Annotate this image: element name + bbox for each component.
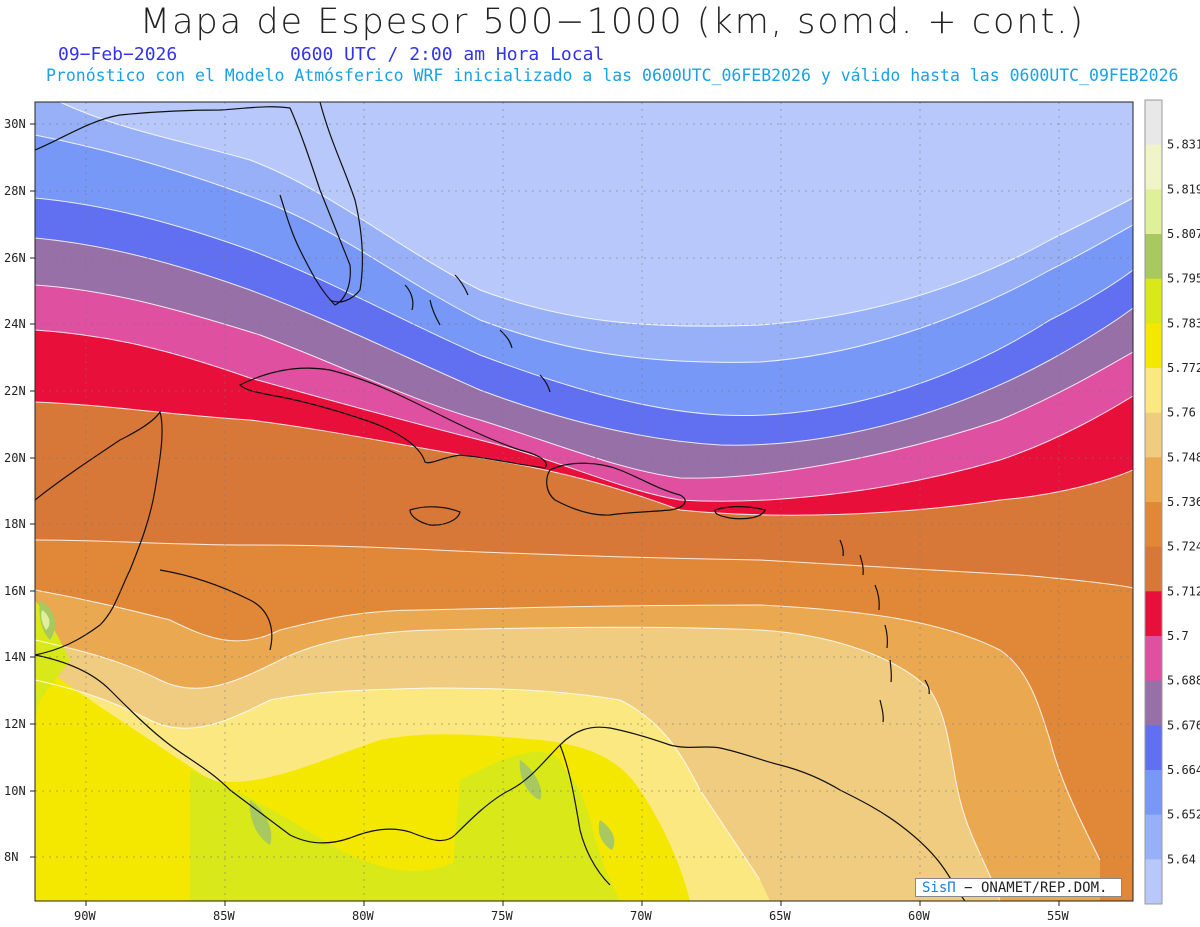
colorbar-level-label: 5.7 xyxy=(1167,629,1189,643)
colorbar-level-label: 5.772 xyxy=(1167,361,1200,375)
colorbar-swatch xyxy=(1145,278,1162,324)
lon-label: 80W xyxy=(352,909,374,923)
longitude-labels: 90W 85W 80W 75W 70W 65W 60W 55W xyxy=(74,909,1069,923)
colorbar-swatch xyxy=(1145,412,1162,458)
lon-label: 90W xyxy=(74,909,96,923)
colorbar-level-label: 5.688 xyxy=(1167,674,1200,688)
map-title: Mapa de Espesor 500−1000 (km, somd. + co… xyxy=(139,2,1086,42)
colorbar-level-label: 5.736 xyxy=(1167,495,1200,509)
colorbar-level-label: 5.795 xyxy=(1167,272,1200,286)
valid-date: 09−Feb−2026 xyxy=(58,44,178,65)
colorbar-level-label: 5.76 xyxy=(1167,406,1196,420)
lat-label: 16N xyxy=(4,584,26,598)
lon-label: 70W xyxy=(630,909,652,923)
colorbar-swatch xyxy=(1145,770,1162,816)
credit-box: SisΠ − ONAMET/REP.DOM. xyxy=(915,878,1122,897)
colorbar-level-label: 5.64 xyxy=(1167,852,1196,866)
lat-label: 22N xyxy=(4,384,26,398)
colorbar: 5.831 5.819 5.807 5.795 5.783 5.772 5.76 5.748 5… xyxy=(1144,99,1200,905)
colorbar-level-label: 5.664 xyxy=(1167,763,1200,777)
coastlines xyxy=(35,102,966,901)
lon-label: 60W xyxy=(908,909,930,923)
colorbar-swatch xyxy=(1145,189,1162,235)
colorbar-swatch xyxy=(1145,859,1162,905)
lat-label: 28N xyxy=(4,184,26,198)
colorbar-level-label: 5.748 xyxy=(1167,450,1200,464)
colorbar-level-label: 5.676 xyxy=(1167,718,1200,732)
lon-label: 65W xyxy=(769,909,791,923)
sispi-logo-text: SisΠ xyxy=(922,880,956,896)
lat-label: 8N xyxy=(4,850,18,864)
colorbar-swatch xyxy=(1145,502,1162,548)
colorbar-swatch xyxy=(1145,368,1162,414)
lat-label: 18N xyxy=(4,517,26,531)
colorbar-swatch xyxy=(1145,591,1162,637)
latitude-labels: 30N 28N 26N 24N 22N 20N 18N 16N 14N 12N … xyxy=(4,117,26,864)
colorbar-swatch xyxy=(1145,323,1162,369)
forecast-description: Pronóstico con el Modelo Atmósferico WRF… xyxy=(46,66,1179,85)
lat-label: 20N xyxy=(4,451,26,465)
colorbar-swatch xyxy=(1145,234,1162,280)
credit-text: − ONAMET/REP.DOM. xyxy=(955,880,1108,896)
lat-label: 24N xyxy=(4,317,26,331)
colorbar-swatch xyxy=(1145,680,1162,726)
colorbar-swatch xyxy=(1145,636,1162,682)
lat-label: 10N xyxy=(4,784,26,798)
lon-label: 85W xyxy=(213,909,235,923)
colorbar-level-label: 5.783 xyxy=(1167,316,1200,330)
colorbar-swatch xyxy=(1145,814,1162,860)
colorbar-level-label: 5.831 xyxy=(1167,138,1200,152)
colorbar-level-label: 5.819 xyxy=(1167,182,1200,196)
colorbar-level-label: 5.807 xyxy=(1167,227,1200,241)
lon-label: 75W xyxy=(491,909,513,923)
colorbar-level-label: 5.712 xyxy=(1167,584,1200,598)
colorbar-swatch xyxy=(1145,725,1162,771)
thickness-field xyxy=(35,102,1133,901)
lat-label: 26N xyxy=(4,251,26,265)
lon-label: 55W xyxy=(1047,909,1069,923)
lat-label: 12N xyxy=(4,717,26,731)
lat-label: 30N xyxy=(4,117,26,131)
colorbar-swatch xyxy=(1145,457,1162,503)
colorbar-swatch xyxy=(1145,144,1162,190)
colorbar-border xyxy=(1144,99,1163,905)
colorbar-level-label: 5.724 xyxy=(1167,540,1200,554)
lat-label: 14N xyxy=(4,650,26,664)
graticule xyxy=(35,102,1133,901)
colorbar-swatch xyxy=(1145,546,1162,592)
colorbar-level-label: 5.652 xyxy=(1167,808,1200,822)
valid-time: 0600 UTC / 2:00 am Hora Local xyxy=(290,44,605,65)
colorbar-swatch xyxy=(1145,100,1162,146)
